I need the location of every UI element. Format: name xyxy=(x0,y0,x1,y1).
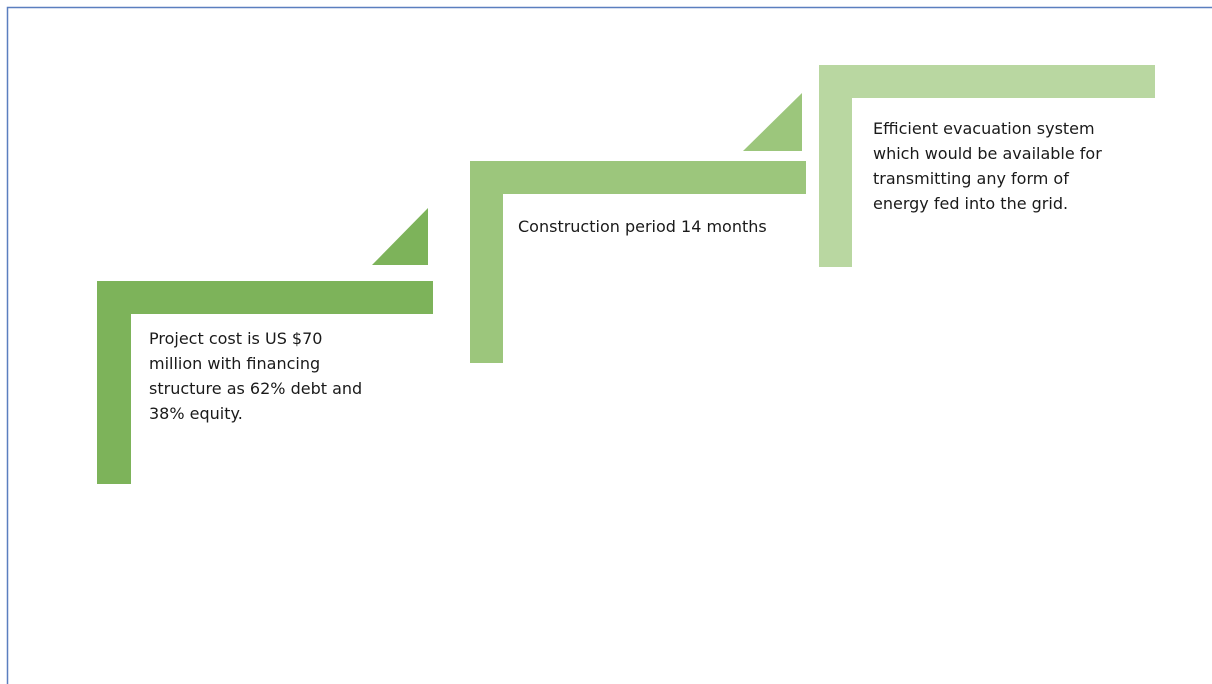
step-bar xyxy=(97,281,433,314)
step-text: which would be available for xyxy=(873,144,1102,163)
step-bar xyxy=(470,161,806,194)
step-text: structure as 62% debt and xyxy=(149,379,362,398)
step-text: Efficient evacuation system xyxy=(873,119,1095,138)
step-bar xyxy=(819,65,1155,98)
step-2 xyxy=(470,93,806,363)
step-text: transmitting any form of xyxy=(873,169,1069,188)
step-1 xyxy=(97,208,433,484)
step-text: million with financing xyxy=(149,354,320,373)
frame-border xyxy=(6,6,1212,684)
step-bar xyxy=(470,161,503,363)
step-text: energy fed into the grid. xyxy=(873,194,1068,213)
step-text: Construction period 14 months xyxy=(518,217,767,236)
step-texts: Project cost is US $70 million with finan… xyxy=(149,119,1102,423)
step-text: 38% equity. xyxy=(149,404,243,423)
step-text: Project cost is US $70 xyxy=(149,329,322,348)
step-bar xyxy=(819,65,852,267)
step-arrow xyxy=(372,208,428,265)
step-3 xyxy=(819,65,1155,267)
step-bar xyxy=(97,281,131,484)
step-arrow xyxy=(743,93,802,151)
